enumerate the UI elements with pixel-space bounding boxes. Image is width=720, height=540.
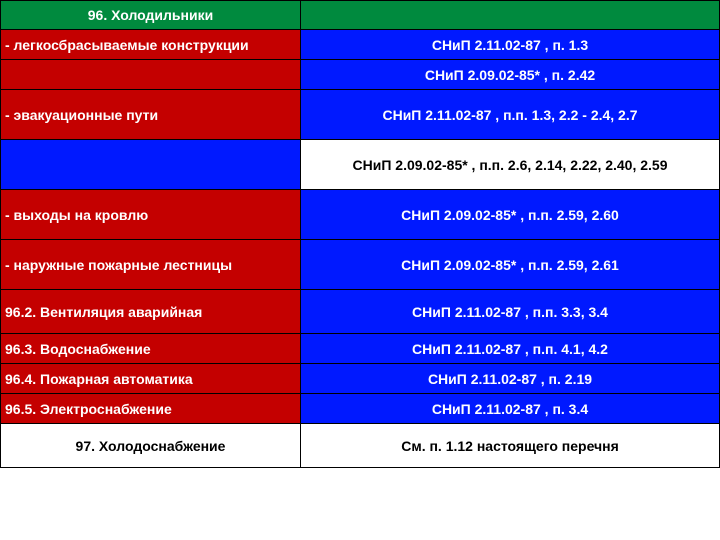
cell-left: 97. Холодоснабжение — [1, 424, 301, 467]
cell-left: 96.3. Водоснабжение — [1, 334, 301, 363]
regulations-table: 96. Холодильники- легкосбрасываемые конс… — [0, 0, 720, 468]
table-row: - легкосбрасываемые конструкцииСНиП 2.11… — [0, 30, 720, 60]
table-row: СНиП 2.09.02-85* , п. 2.42 — [0, 60, 720, 90]
cell-right: СНиП 2.09.02-85* , п.п. 2.59, 2.60 — [301, 190, 719, 239]
table-row: 96. Холодильники — [0, 0, 720, 30]
cell-right: СНиП 2.09.02-85* , п.п. 2.59, 2.61 — [301, 240, 719, 289]
cell-right — [301, 1, 719, 29]
table-row: - эвакуационные путиСНиП 2.11.02-87 , п.… — [0, 90, 720, 140]
cell-left: 96.2. Вентиляция аварийная — [1, 290, 301, 333]
table-row: 96.3. ВодоснабжениеСНиП 2.11.02-87 , п.п… — [0, 334, 720, 364]
cell-right: СНиП 2.11.02-87 , п. 1.3 — [301, 30, 719, 59]
cell-right: СНиП 2.11.02-87 , п. 2.19 — [301, 364, 719, 393]
table-row: 97. ХолодоснабжениеСм. п. 1.12 настоящег… — [0, 424, 720, 468]
cell-left: 96.5. Электроснабжение — [1, 394, 301, 423]
table-row: - выходы на кровлюСНиП 2.09.02-85* , п.п… — [0, 190, 720, 240]
cell-right: СНиП 2.11.02-87 , п. 3.4 — [301, 394, 719, 423]
table-row: 96.2. Вентиляция аварийнаяСНиП 2.11.02-8… — [0, 290, 720, 334]
cell-right: СНиП 2.11.02-87 , п.п. 1.3, 2.2 - 2.4, 2… — [301, 90, 719, 139]
table-row: 96.5. ЭлектроснабжениеСНиП 2.11.02-87 , … — [0, 394, 720, 424]
cell-left: 96. Холодильники — [1, 1, 301, 29]
cell-right: СНиП 2.09.02-85* , п.п. 2.6, 2.14, 2.22,… — [301, 140, 719, 189]
table-row: - наружные пожарные лестницыСНиП 2.09.02… — [0, 240, 720, 290]
table-row: 96.4. Пожарная автоматикаСНиП 2.11.02-87… — [0, 364, 720, 394]
table-row: СНиП 2.09.02-85* , п.п. 2.6, 2.14, 2.22,… — [0, 140, 720, 190]
cell-right: СНиП 2.11.02-87 , п.п. 3.3, 3.4 — [301, 290, 719, 333]
cell-left: - выходы на кровлю — [1, 190, 301, 239]
cell-left: - наружные пожарные лестницы — [1, 240, 301, 289]
cell-right: См. п. 1.12 настоящего перечня — [301, 424, 719, 467]
cell-right: СНиП 2.11.02-87 , п.п. 4.1, 4.2 — [301, 334, 719, 363]
cell-left — [1, 140, 301, 189]
cell-left: - эвакуационные пути — [1, 90, 301, 139]
cell-right: СНиП 2.09.02-85* , п. 2.42 — [301, 60, 719, 89]
cell-left: - легкосбрасываемые конструкции — [1, 30, 301, 59]
cell-left — [1, 60, 301, 89]
cell-left: 96.4. Пожарная автоматика — [1, 364, 301, 393]
